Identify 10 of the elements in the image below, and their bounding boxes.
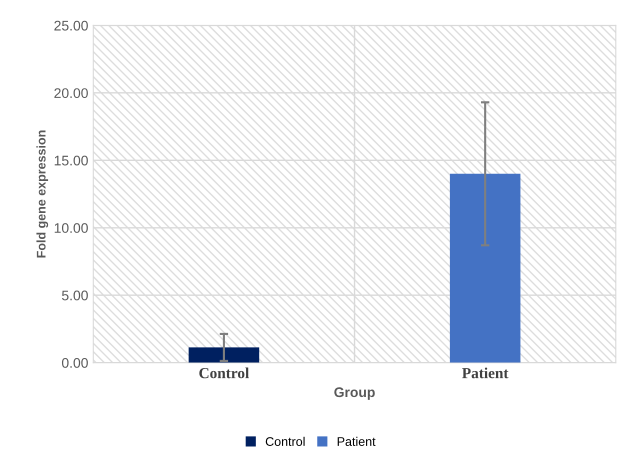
y-axis-title: Fold gene expression	[36, 130, 48, 258]
legend-label: Control	[266, 436, 305, 446]
y-tick-label: 25.00	[54, 20, 88, 31]
y-tick-label: 10.00	[54, 223, 88, 233]
y-tick-label: 15.00	[54, 156, 88, 166]
y-tick-label: 0.00	[62, 358, 88, 368]
x-axis-title: Group	[334, 387, 375, 400]
legend-label: Patient	[338, 436, 376, 446]
y-tick-label: 5.00	[62, 290, 88, 300]
y-tick-label: 20.00	[54, 88, 88, 98]
